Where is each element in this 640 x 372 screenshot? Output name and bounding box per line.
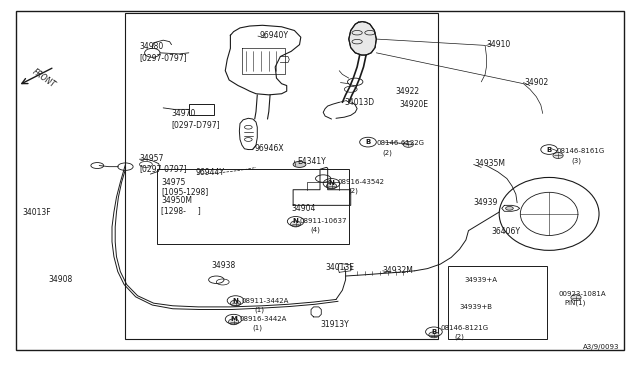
- Text: 34935M: 34935M: [475, 159, 506, 168]
- Circle shape: [326, 183, 337, 189]
- Text: B: B: [431, 329, 436, 335]
- Text: (2): (2): [454, 333, 464, 340]
- Circle shape: [291, 221, 301, 227]
- Text: (2): (2): [349, 187, 358, 194]
- Bar: [157, 169, 349, 244]
- Text: (4): (4): [310, 227, 320, 233]
- Text: (3): (3): [571, 157, 581, 164]
- Text: 08916-3442A: 08916-3442A: [240, 316, 287, 322]
- Text: 08911-10637: 08911-10637: [300, 218, 347, 224]
- Text: 08911-3442A: 08911-3442A: [242, 298, 289, 304]
- Text: A3/9/0093: A3/9/0093: [583, 344, 620, 350]
- Ellipse shape: [506, 206, 513, 210]
- Text: 34950M: 34950M: [161, 196, 192, 205]
- Circle shape: [429, 332, 439, 338]
- Text: 34920E: 34920E: [399, 100, 428, 109]
- Text: 34939: 34939: [474, 198, 498, 207]
- Text: 34910: 34910: [486, 40, 511, 49]
- Text: N: N: [232, 298, 239, 304]
- Text: 34939+A: 34939+A: [465, 277, 498, 283]
- Text: [0297-D797]: [0297-D797]: [172, 120, 220, 129]
- Text: 34975: 34975: [161, 178, 186, 187]
- Text: 34902: 34902: [525, 78, 549, 87]
- Text: [1095-1298]: [1095-1298]: [161, 187, 209, 196]
- Ellipse shape: [293, 161, 306, 167]
- Text: [0297-0797]: [0297-0797]: [140, 164, 187, 173]
- Text: (1): (1): [255, 306, 265, 313]
- Text: [1298-     ]: [1298- ]: [161, 206, 201, 215]
- Text: 31913Y: 31913Y: [320, 320, 349, 329]
- Text: 08146-8121G: 08146-8121G: [440, 325, 488, 331]
- Text: N: N: [328, 180, 335, 186]
- Text: PIN(1): PIN(1): [564, 300, 586, 307]
- Text: 08916-43542: 08916-43542: [338, 179, 385, 185]
- Text: (2): (2): [383, 149, 392, 156]
- Circle shape: [403, 141, 413, 147]
- Polygon shape: [349, 22, 376, 55]
- Text: 96946X: 96946X: [255, 144, 284, 153]
- Text: 34939+B: 34939+B: [460, 304, 493, 310]
- Text: 34980: 34980: [140, 42, 164, 51]
- Text: 34013F: 34013F: [22, 208, 51, 217]
- Text: B: B: [547, 147, 552, 153]
- Circle shape: [571, 295, 581, 301]
- Bar: [189, 104, 214, 115]
- Circle shape: [553, 153, 563, 158]
- Text: 34013E: 34013E: [325, 263, 354, 272]
- Text: (1): (1): [253, 325, 263, 331]
- Text: 34932M: 34932M: [383, 266, 413, 275]
- Text: 96940Y: 96940Y: [259, 31, 288, 40]
- Text: FRONT: FRONT: [30, 67, 57, 89]
- Text: 36406Y: 36406Y: [492, 227, 520, 236]
- Bar: [448, 266, 547, 339]
- Circle shape: [230, 300, 241, 306]
- Bar: [125, 13, 438, 339]
- Text: 96944Y: 96944Y: [195, 169, 224, 177]
- Text: B: B: [365, 139, 371, 145]
- Text: 34908: 34908: [48, 275, 72, 283]
- Text: 34970: 34970: [172, 109, 196, 118]
- Text: 08146-6122G: 08146-6122G: [376, 140, 424, 146]
- Text: 34957: 34957: [140, 154, 164, 163]
- Text: 08146-8161G: 08146-8161G: [557, 148, 605, 154]
- Text: 34938: 34938: [211, 262, 236, 270]
- Text: [0297-0797]: [0297-0797]: [140, 53, 187, 62]
- Text: 34904: 34904: [291, 204, 316, 213]
- Text: 34922: 34922: [396, 87, 420, 96]
- Text: M: M: [230, 316, 237, 322]
- Text: 34013D: 34013D: [344, 98, 374, 107]
- Circle shape: [228, 319, 239, 325]
- Text: E4341Y: E4341Y: [298, 157, 326, 166]
- Text: N: N: [292, 218, 299, 224]
- Text: 00923-1081A: 00923-1081A: [558, 291, 605, 297]
